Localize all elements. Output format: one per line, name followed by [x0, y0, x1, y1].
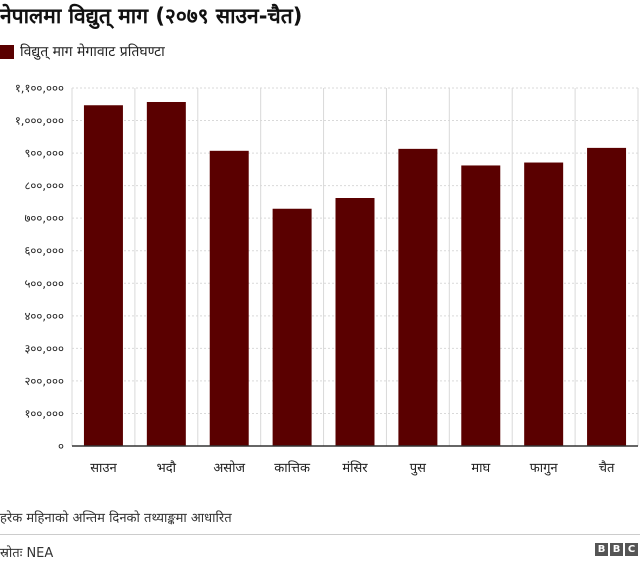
- footer-divider: [0, 534, 640, 535]
- y-tick-label: ९००,०००: [24, 146, 64, 160]
- y-tick-label: ७००,०००: [24, 211, 64, 225]
- x-tick-label: कात्तिक: [274, 460, 311, 476]
- y-tick-label: ०: [58, 439, 64, 453]
- y-tick-label: ५००,०००: [24, 276, 64, 290]
- y-tick-label: १,१००,०००: [15, 81, 64, 95]
- chart-note: हरेक महिनाको अन्तिम दिनको तथ्याङ्कमा आधा…: [0, 511, 232, 526]
- y-tick-label: २००,०००: [24, 374, 64, 388]
- legend-swatch: [0, 44, 14, 59]
- bar: [146, 101, 186, 447]
- bar: [83, 105, 123, 447]
- bar: [461, 165, 501, 446]
- legend-label: विद्युत् माग मेगावाट प्रतिघण्टा: [20, 44, 165, 60]
- y-tick-label: १००,०००: [24, 406, 64, 420]
- x-tick-label: असोज: [213, 460, 245, 476]
- x-tick-label: भदौ: [157, 460, 177, 476]
- bar: [209, 150, 249, 446]
- bbc-logo-letter: B: [595, 543, 608, 556]
- bar: [524, 162, 564, 446]
- y-tick-label: ६००,०००: [24, 244, 64, 258]
- bar-chart: ० १००,००० २००,००० ३००,००० ४००,००० ५००,००० ६००,…: [15, 81, 639, 476]
- bar: [398, 148, 438, 447]
- chart-title: नेपालमा विद्युत् माग (२०७९ साउन-चैत): [0, 4, 303, 28]
- x-tick-label: मंसिर: [342, 460, 368, 476]
- y-tick-label: ३००,०००: [24, 341, 64, 355]
- bar: [272, 208, 312, 446]
- bbc-logo-letter: C: [625, 543, 638, 556]
- y-tick-label: ४००,०००: [24, 309, 64, 323]
- y-tick-label: ८००,०००: [24, 179, 64, 193]
- x-tick-label: पुस: [410, 461, 426, 476]
- x-tick-label: माघ: [471, 461, 490, 476]
- x-tick-label: चैत: [599, 460, 615, 476]
- source-label: स्रोतः NEA: [0, 546, 54, 561]
- bar: [587, 147, 627, 446]
- x-tick-label: फागुन: [530, 461, 559, 476]
- x-tick-label: साउन: [90, 461, 117, 476]
- bbc-logo: B B C: [595, 543, 638, 556]
- legend: विद्युत् माग मेगावाट प्रतिघण्टा: [0, 42, 165, 61]
- bbc-logo-letter: B: [610, 543, 623, 556]
- bar: [335, 198, 375, 446]
- y-tick-label: १,०००,०००: [15, 114, 64, 128]
